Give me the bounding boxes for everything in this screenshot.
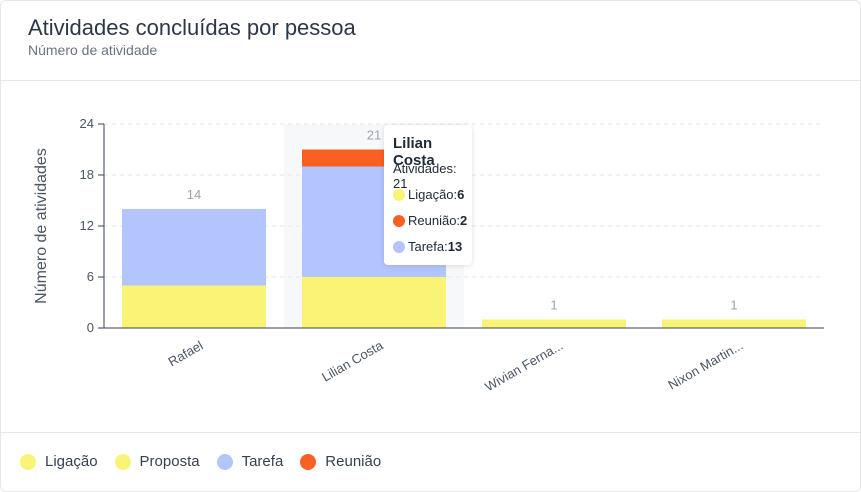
tooltip-row-label: Ligação: [408, 187, 458, 202]
x-tick-label: Nixon Martin... [665, 338, 745, 393]
tooltip-row-reuniao: Reunião: 2 [393, 213, 467, 228]
y-tick-label: 18 [80, 167, 94, 182]
legend-label: Proposta [139, 453, 200, 470]
legend-item-proposta[interactable]: Proposta [114, 453, 200, 470]
bar-segment-ligacao [662, 319, 806, 328]
legend-label: Reunião [325, 453, 382, 470]
x-tick-label: Wivian Ferna... [482, 338, 565, 395]
y-tick-label: 6 [87, 269, 94, 284]
proposta-dot-icon [114, 453, 131, 470]
tooltip-row-tarefa: Tarefa: 13 [393, 239, 462, 254]
tarefa-dot-icon [216, 453, 233, 470]
legend-item-ligacao[interactable]: Ligação [20, 453, 98, 470]
tooltip-total: Atividades: 21 [393, 161, 457, 191]
tooltip-row-ligacao: Ligação: 6 [393, 187, 464, 202]
bar-segment-ligacao [302, 277, 446, 328]
tooltip-row-value: 13 [447, 239, 463, 254]
legend-label: Ligação [45, 453, 98, 470]
chart-tooltip: Lilian Costa Atividades: 21 Ligação: 6 Re… [384, 125, 472, 265]
chart-legend: Ligação Proposta Tarefa Reunião [20, 453, 398, 470]
tooltip-row-label: Reunião: [408, 213, 461, 228]
x-tick-label: Rafael [165, 338, 205, 370]
tooltip-row-value: 6 [457, 187, 465, 202]
ligacao-dot-icon [393, 188, 405, 201]
y-axis-label: Número de atividades [33, 148, 50, 304]
reuniao-dot-icon [393, 214, 405, 227]
legend-item-reuniao[interactable]: Reunião [300, 453, 381, 470]
ligacao-dot-icon [20, 453, 36, 470]
tooltip-row-value: 2 [460, 213, 468, 228]
tooltip-row-label: Tarefa: [408, 239, 448, 254]
reuniao-dot-icon [300, 453, 317, 470]
y-tick-label: 0 [87, 320, 94, 335]
bar-segment-ligacao [482, 319, 626, 328]
legend-item-tarefa[interactable]: Tarefa [216, 453, 284, 470]
legend-label: Tarefa [241, 453, 284, 470]
bar-segment-tarefa [122, 209, 266, 286]
tarefa-dot-icon [393, 240, 405, 253]
bar-segment-ligacao [122, 285, 266, 328]
chart-title: Atividades concluídas por pessoa [28, 15, 356, 40]
tooltip-title: Lilian Costa [393, 135, 435, 169]
x-tick-label: Lilian Costa [319, 337, 386, 384]
card-header: Atividades concluídas por pessoa Número … [1, 1, 860, 81]
bar-total-label: 1 [730, 298, 737, 313]
bar-total-label: 14 [187, 187, 201, 202]
chart-subtitle: Número de atividade [28, 42, 158, 58]
legend-footer: Ligação Proposta Tarefa Reunião [1, 432, 860, 491]
y-tick-label: 12 [80, 218, 94, 233]
y-tick-label: 24 [80, 116, 94, 131]
bar-total-label: 1 [550, 298, 557, 313]
bar-total-label: 21 [367, 128, 381, 143]
